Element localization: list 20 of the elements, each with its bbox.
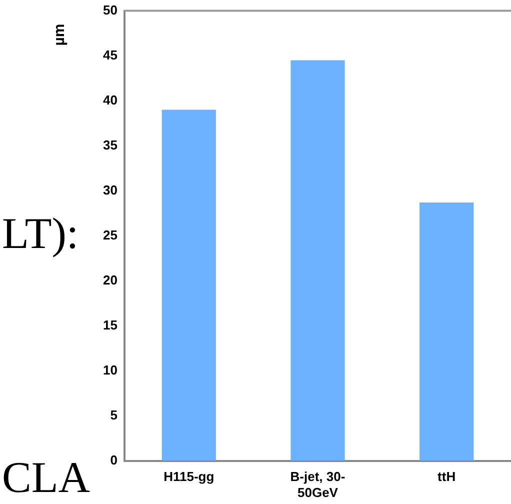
text: LT): (2, 209, 79, 258)
x-tick-label: B-jet, 30-50GeV (290, 469, 346, 500)
y-tick-label: 5 (110, 407, 118, 422)
y-tick-label: 30 (102, 182, 118, 198)
y-tick-label: 40 (102, 92, 118, 108)
bar (162, 110, 216, 461)
bar (290, 60, 345, 461)
y-tick-label: 45 (102, 47, 118, 62)
y-tick-label: 50 (102, 2, 118, 18)
y-tick-label: 15 (102, 317, 118, 332)
y-tick-label: 35 (102, 137, 118, 152)
y-tick-label: 25 (102, 227, 118, 242)
y-tick-label: 0 (110, 452, 118, 468)
y-tick-label: 20 (102, 272, 118, 288)
x-tick-label: ttH (438, 469, 456, 484)
text: CLA (2, 453, 90, 502)
bar (420, 202, 474, 461)
y-axis-title: µm (51, 24, 68, 46)
x-tick-label: H115-gg (164, 469, 214, 484)
y-tick-label: 10 (102, 362, 118, 378)
